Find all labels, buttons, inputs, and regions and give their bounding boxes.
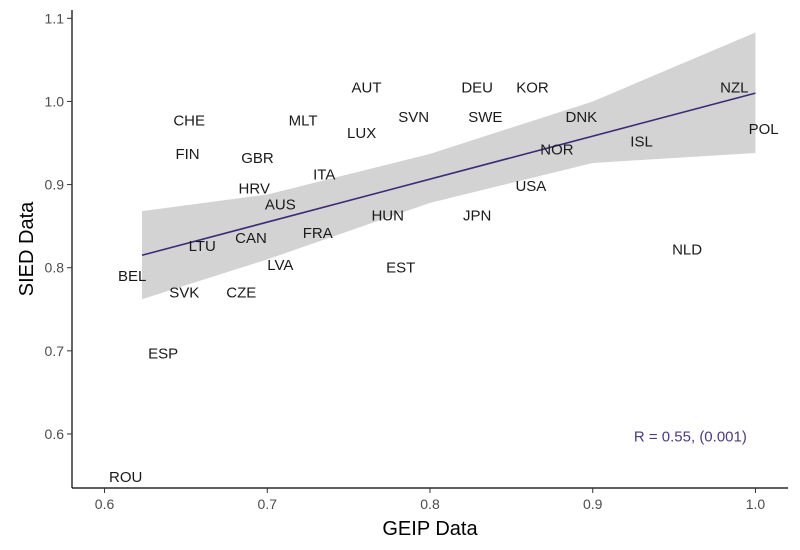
x-tick-label: 0.9 xyxy=(583,496,603,512)
point-label-nzl: NZL xyxy=(720,79,748,96)
axes: 0.6 0.7 0.8 0.9 1.0 0.6 0.7 0.8 0.9 1.0 1.1 xyxy=(45,10,788,512)
confidence-band-layer xyxy=(141,32,756,300)
point-label-est: EST xyxy=(386,260,415,277)
point-label-rou: ROU xyxy=(109,469,142,486)
point-label-pol: POL xyxy=(749,121,779,138)
point-label-nld: NLD xyxy=(672,241,702,258)
y-tick-label: 1.0 xyxy=(45,93,65,109)
point-label-can: CAN xyxy=(235,230,267,247)
point-label-svk: SVK xyxy=(169,285,199,302)
y-tick-label: 0.6 xyxy=(45,426,65,442)
correlation-annotation: R = 0.55, (0.001) xyxy=(634,428,747,445)
y-tick-label: 0.8 xyxy=(45,260,65,276)
trend-line xyxy=(141,92,756,257)
point-label-usa: USA xyxy=(515,178,546,195)
point-label-esp: ESP xyxy=(148,345,178,362)
point-label-swe: SWE xyxy=(468,109,502,126)
point-label-ltu: LTU xyxy=(189,238,216,255)
point-label-hun: HUN xyxy=(371,207,404,224)
y-axis-title: SIED Data xyxy=(16,201,38,296)
y-tick-label: 0.9 xyxy=(45,177,65,193)
point-label-deu: DEU xyxy=(461,79,493,96)
y-tick-label: 0.7 xyxy=(45,343,65,359)
point-label-fra: FRA xyxy=(303,225,333,242)
point-label-nor: NOR xyxy=(540,142,574,159)
point-label-hrv: HRV xyxy=(239,181,270,198)
x-axis-title: GEIP Data xyxy=(382,518,478,540)
point-label-jpn: JPN xyxy=(463,207,491,224)
point-label-gbr: GBR xyxy=(241,150,274,167)
x-tick-label: 0.6 xyxy=(95,496,115,512)
point-label-aus: AUS xyxy=(265,197,296,214)
point-label-che: CHE xyxy=(173,113,205,130)
point-label-aut: AUT xyxy=(352,79,382,96)
point-label-isl: ISL xyxy=(630,133,653,150)
x-tick-label: 1.0 xyxy=(746,496,766,512)
point-label-mlt: MLT xyxy=(289,113,318,130)
point-label-bel: BEL xyxy=(118,268,146,285)
point-label-fin: FIN xyxy=(175,146,199,163)
trend-line-layer xyxy=(141,92,756,257)
x-tick-label: 0.7 xyxy=(258,496,278,512)
point-label-kor: KOR xyxy=(516,79,549,96)
point-label-cze: CZE xyxy=(226,285,256,302)
point-label-lva: LVA xyxy=(267,257,293,274)
confidence-band xyxy=(141,32,756,300)
y-tick-label: 1.1 xyxy=(45,10,65,26)
point-label-lux: LUX xyxy=(347,125,376,142)
point-label-ita: ITA xyxy=(313,167,335,184)
point-label-svn: SVN xyxy=(398,109,429,126)
point-label-dnk: DNK xyxy=(566,109,598,126)
x-tick-label: 0.8 xyxy=(420,496,440,512)
